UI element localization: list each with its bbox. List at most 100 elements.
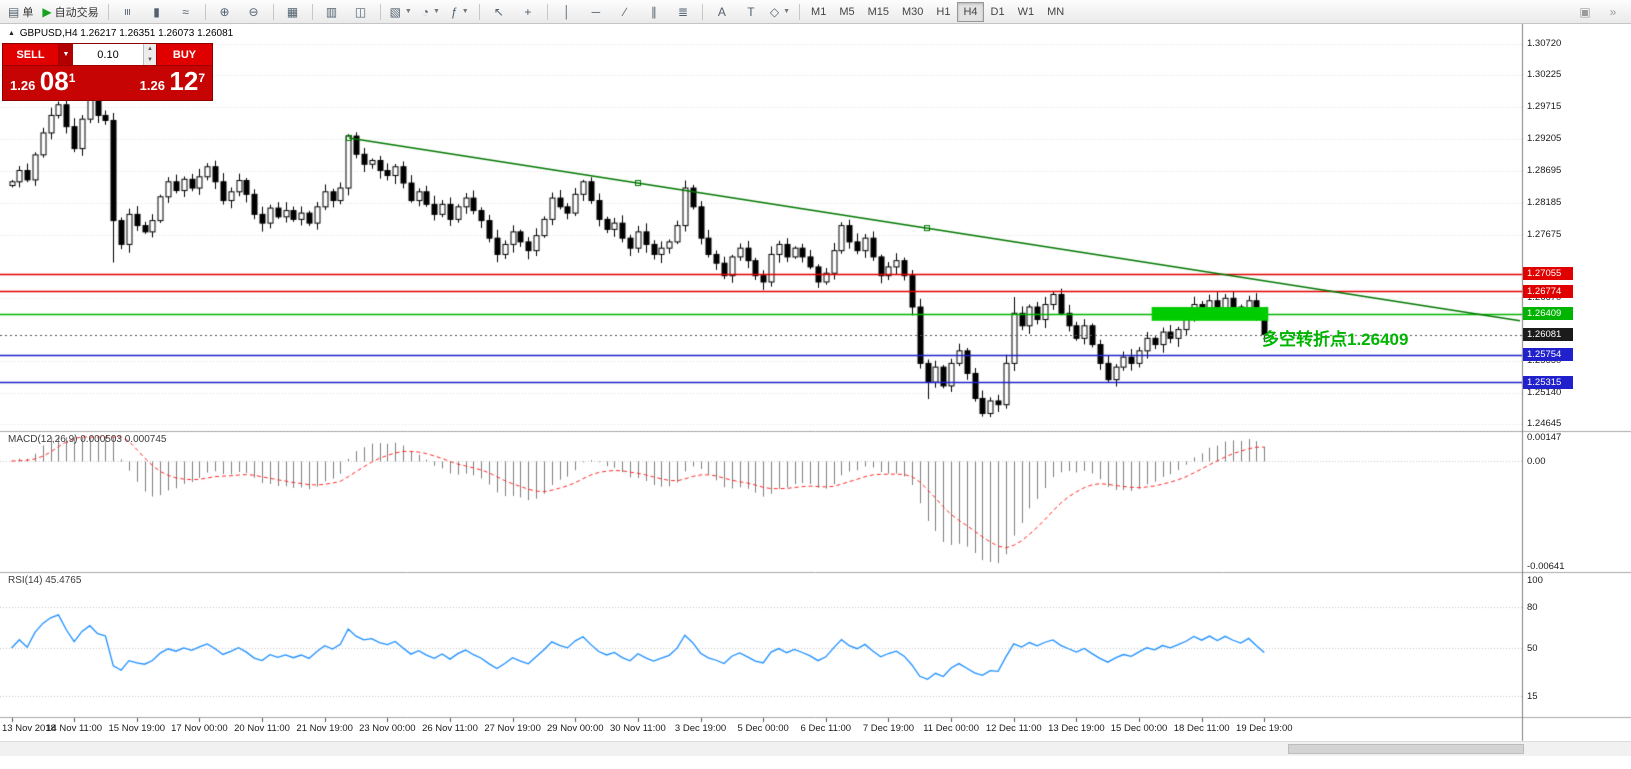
channel-button[interactable]: ∥ <box>640 1 668 23</box>
timeframe-m15-button[interactable]: M15 <box>867 5 889 18</box>
timeline-label: 6 Dec 11:00 <box>800 723 852 734</box>
rsi-axis-tick: 15 <box>1527 690 1538 702</box>
timeframe-w1-button[interactable]: W1 <box>1017 5 1035 18</box>
new-order-button[interactable]: ▤ 单 <box>4 1 37 23</box>
cursor-button[interactable]: ↖ <box>485 1 513 23</box>
rsi-axis-tick: 50 <box>1527 643 1538 654</box>
more-button[interactable]: » <box>1599 1 1627 23</box>
vertical-line-button[interactable]: │ <box>553 1 581 23</box>
price-level-tag: 1.25754 <box>1523 348 1573 362</box>
buy-price[interactable]: 1.26 127 <box>139 66 205 96</box>
toolbar-separator <box>701 3 703 20</box>
timeframe-mn-button[interactable]: MN <box>1047 5 1065 18</box>
price-axis-tick: 1.29715 <box>1527 100 1562 112</box>
timeline-label: 13 Dec 19:00 <box>1048 723 1105 734</box>
new-chart-button[interactable]: ▧ ▼ <box>386 1 416 23</box>
current-price-tag: 1.26081 <box>1523 328 1573 341</box>
price-axis-tick: 1.28695 <box>1527 164 1562 176</box>
price-axis-tick: 1.25140 <box>1527 387 1562 399</box>
lot-size-input[interactable] <box>73 44 143 65</box>
tile-windows-button[interactable]: ▦ <box>279 1 307 23</box>
candlestick-icon: ▮ <box>153 4 160 19</box>
toolbar-separator <box>107 3 109 20</box>
line-chart-icon: ≈ <box>182 4 189 19</box>
label-button[interactable]: T <box>737 1 765 23</box>
sell-button[interactable]: SELL <box>3 44 58 65</box>
timeline-label: 21 Nov 19:00 <box>296 723 353 734</box>
zoom-out-icon: ⊖ <box>248 4 259 19</box>
bars-icon: ≡ <box>120 7 135 16</box>
autotrading-button[interactable]: ▶ 自动交易 <box>38 1 102 23</box>
timeline-label: 20 Nov 11:00 <box>234 723 290 734</box>
timeline-label: 29 Nov 00:00 <box>546 723 604 734</box>
buy-button[interactable]: BUY <box>156 44 212 65</box>
rsi-indicator-label: RSI(14) 45.4765 <box>8 575 82 586</box>
text-button[interactable]: A <box>708 1 736 23</box>
price-axis-tick: 1.27675 <box>1527 228 1562 240</box>
lot-size-stepper[interactable]: ▲ ▼ <box>143 44 156 65</box>
timeline-label: 13 Nov 2018 <box>2 723 56 734</box>
new-chart-icon: ▧ <box>389 4 401 19</box>
horizontal-scrollbar[interactable] <box>0 741 1631 756</box>
timeframe-m1-button[interactable]: M1 <box>811 5 827 18</box>
macd-axis-tick: 0.00147 <box>1527 432 1562 443</box>
sell-price[interactable]: 1.26 081 <box>10 66 76 96</box>
timeline-label: 15 Dec 00:00 <box>1110 723 1168 734</box>
zoom-out-button[interactable]: ⊖ <box>240 1 268 23</box>
timeframe-m30-button[interactable]: M30 <box>902 5 924 18</box>
price-axis-tick: 1.30720 <box>1527 38 1562 50</box>
cursor-icon: ↖ <box>493 4 504 19</box>
stepper-up-icon[interactable]: ▲ <box>144 44 156 55</box>
timeline-label: 15 Nov 19:00 <box>108 723 166 734</box>
timeframe-m5-button[interactable]: M5 <box>839 5 855 18</box>
crosshair-icon: + <box>524 4 532 19</box>
chevron-down-icon: ▼ <box>461 8 469 15</box>
crosshair-button[interactable]: + <box>514 1 542 23</box>
trendline-button[interactable]: ∕ <box>611 1 639 23</box>
timeframe-h4-button[interactable]: H4 <box>957 1 984 22</box>
print-button[interactable]: ▣ <box>1571 1 1599 23</box>
shapes-button[interactable]: ◇ ▼ <box>766 1 794 23</box>
vertical-line-icon: │ <box>563 4 571 19</box>
toolbar-right-group: ▣» <box>1571 1 1627 23</box>
price-axis-tick: 1.28185 <box>1527 196 1562 208</box>
arrange-icon: ▥ <box>325 4 338 19</box>
timeline-label: 27 Nov 19:00 <box>484 723 541 734</box>
timeline-label: 5 Dec 00:00 <box>737 723 789 734</box>
price-level-tag: 1.26774 <box>1523 284 1573 298</box>
one-click-trading-panel: SELL ▼ ▲ ▼ BUY 1.26 081 1.26 127 <box>2 43 213 101</box>
candlestick-button[interactable]: ▮ <box>143 1 171 23</box>
profiles-button[interactable]: ◔ ▼ <box>417 1 445 23</box>
text-icon: A <box>717 4 726 19</box>
price-up-triangle-icon: ▲ <box>8 30 15 37</box>
timeframe-h1-button[interactable]: H1 <box>936 5 951 18</box>
macd-axis-tick: -0.00641 <box>1527 561 1565 572</box>
track-chart-button[interactable]: ◫ <box>347 1 375 23</box>
channel-icon: ∥ <box>650 4 657 19</box>
fibonacci-button[interactable]: ≣ <box>669 1 697 23</box>
zoom-in-button[interactable]: ⊕ <box>211 1 239 23</box>
auto-arrange-button[interactable]: ▥ <box>318 1 346 23</box>
timeframe-d1-button[interactable]: D1 <box>990 5 1005 18</box>
timeline-label: 30 Nov 11:00 <box>609 723 666 734</box>
symbol-name: GBPUSD,H4 <box>19 28 78 39</box>
line-chart-button[interactable]: ≈ <box>172 1 200 23</box>
pivot-annotation-text: 多空转折点1.26409 <box>1262 329 1409 349</box>
bar-chart-button[interactable]: ≡ <box>114 1 142 23</box>
order-type-dropdown[interactable]: ▼ <box>58 44 73 65</box>
price-axis-tick: 1.24645 <box>1527 418 1562 430</box>
timeline-label: 17 Nov 00:00 <box>171 723 228 734</box>
chart-workspace: ▲ GBPUSD,H4 1.26217 1.26351 1.26073 1.26… <box>0 24 1631 769</box>
symbol-quote-line: ▲ GBPUSD,H4 1.26217 1.26351 1.26073 1.26… <box>8 28 233 39</box>
horizontal-line-button[interactable]: ─ <box>582 1 610 23</box>
document-icon: ▤ <box>8 4 20 19</box>
price-chart-canvas[interactable] <box>0 24 1631 769</box>
macd-indicator-label: MACD(12,26,9) 0.000503 0.000745 <box>8 434 167 445</box>
timeline-label: 3 Dec 19:00 <box>674 723 727 734</box>
timeline-label: 23 Nov 00:00 <box>359 723 416 734</box>
timeline-label: 11 Dec 00:00 <box>923 723 979 734</box>
stepper-down-icon[interactable]: ▼ <box>144 54 156 65</box>
price-level-tag: 1.25315 <box>1523 375 1573 389</box>
indicators-button[interactable]: ƒ ▼ <box>446 1 474 23</box>
scrollbar-thumb[interactable] <box>1288 744 1524 754</box>
